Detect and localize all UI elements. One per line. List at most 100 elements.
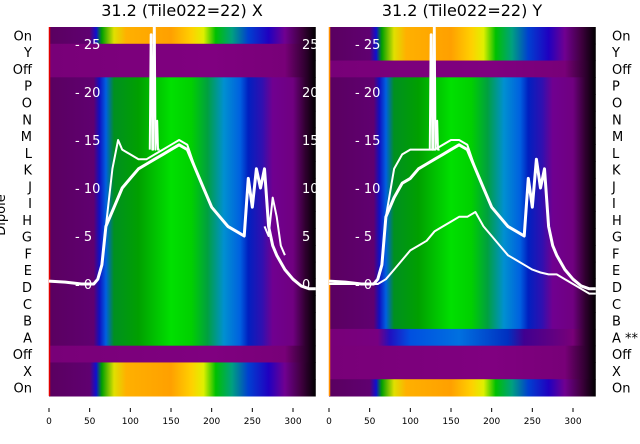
row-label: M xyxy=(21,130,32,145)
overlay-y-tick-label: 20 xyxy=(302,86,319,101)
heatmap-row xyxy=(49,27,316,45)
x-tick-label: 250 xyxy=(524,417,541,427)
row-label: Off xyxy=(612,63,632,78)
heatmap-row xyxy=(329,194,596,212)
row-label: A ** xyxy=(612,331,639,346)
row-label: G xyxy=(22,231,32,246)
row-label: P xyxy=(612,80,620,95)
row-label: On xyxy=(612,29,630,44)
row-label: C xyxy=(23,298,32,313)
row-label: A xyxy=(23,331,32,346)
x-tick-label: 250 xyxy=(244,417,261,427)
heatmap-row xyxy=(329,362,596,380)
heatmap-row xyxy=(329,43,596,62)
heatmap-row xyxy=(329,211,596,229)
heatmap-row xyxy=(49,127,316,145)
heatmap-row xyxy=(49,295,316,313)
panel-title-y: 31.2 (Tile022=22) Y xyxy=(382,1,543,20)
heatmap-row xyxy=(49,43,316,62)
row-label: N xyxy=(22,113,32,128)
overlay-y-tick-label: 10 xyxy=(302,182,319,197)
heatmap-row xyxy=(329,27,596,45)
row-label: E xyxy=(612,264,620,279)
heatmap-row xyxy=(49,328,316,347)
series-line-tail xyxy=(263,196,286,256)
heatmap-row xyxy=(329,295,596,313)
row-label: L xyxy=(612,147,620,162)
row-label: E xyxy=(24,264,32,279)
row-label: B xyxy=(612,315,621,330)
heatmap-row xyxy=(329,228,596,246)
row-label: G xyxy=(612,231,622,246)
row-label: H xyxy=(612,214,622,229)
heatmap-row xyxy=(49,379,316,397)
heatmap-row xyxy=(49,194,316,212)
heatmap-row xyxy=(49,345,316,363)
heatmap-row xyxy=(49,278,316,296)
row-label: M xyxy=(612,130,623,145)
x-tick-label: 200 xyxy=(203,417,220,427)
row-label: X xyxy=(612,365,621,380)
row-label: Y xyxy=(23,46,32,61)
row-label: F xyxy=(612,247,619,262)
row-label: C xyxy=(612,298,621,313)
row-label: H xyxy=(22,214,32,229)
heatmap-row xyxy=(329,328,596,347)
row-label: I xyxy=(612,197,616,212)
overlay-y-tick-label: - 10 xyxy=(75,182,100,197)
x-tick-label: 50 xyxy=(364,417,376,427)
row-label: On xyxy=(612,382,630,397)
heatmap-row xyxy=(329,144,596,162)
heatmap-row xyxy=(329,261,596,280)
row-label: J xyxy=(27,180,32,195)
heatmap-row xyxy=(329,312,596,330)
row-label: O xyxy=(22,96,32,111)
x-tick-label: 200 xyxy=(483,417,500,427)
series-line-upper xyxy=(104,139,197,227)
row-label: N xyxy=(612,113,622,128)
overlay-y-tick-label: 0 xyxy=(302,278,310,293)
row-label: I xyxy=(28,197,32,212)
heatmap-row xyxy=(329,94,596,112)
heatmap-row xyxy=(49,261,316,280)
x-tick-label: 100 xyxy=(122,417,139,427)
x-tick-label: 300 xyxy=(284,417,301,427)
row-label: L xyxy=(25,147,33,162)
row-label: Off xyxy=(13,348,33,363)
heatmap-row xyxy=(329,278,596,296)
row-label: B xyxy=(23,315,32,330)
overlay-y-tick-label: - 15 xyxy=(355,134,380,149)
heatmap-row xyxy=(49,77,316,95)
heatmap-row xyxy=(329,60,596,78)
heatmap-row xyxy=(49,312,316,330)
series-line-spike xyxy=(428,23,440,151)
row-label: O xyxy=(612,96,622,111)
heatmap-row xyxy=(49,60,316,78)
x-tick-label: 0 xyxy=(326,417,332,427)
x-tick-label: 50 xyxy=(84,417,96,427)
overlay-y-tick-label: 25 xyxy=(302,38,319,53)
row-label: K xyxy=(612,164,621,179)
row-label: On xyxy=(14,382,32,397)
overlay-y-tick-label: - 25 xyxy=(75,38,100,53)
row-label: J xyxy=(611,180,616,195)
row-label: Off xyxy=(612,348,632,363)
x-tick-label: 100 xyxy=(402,417,419,427)
heatmap-row xyxy=(49,245,316,263)
heatmap-row xyxy=(49,161,316,179)
overlay-y-tick-label: - 20 xyxy=(355,86,380,101)
heatmap-row xyxy=(329,345,596,363)
row-label: D xyxy=(22,281,32,296)
heatmap-row xyxy=(329,127,596,145)
overlay-y-tick-label: - 10 xyxy=(355,182,380,197)
heatmap-row xyxy=(329,245,596,263)
x-tick-label: 150 xyxy=(442,417,459,427)
row-label: X xyxy=(23,365,32,380)
row-label: Y xyxy=(611,46,620,61)
series-line-lower xyxy=(329,211,596,295)
x-tick-label: 300 xyxy=(564,417,581,427)
heatmap-row xyxy=(49,94,316,112)
row-label: D xyxy=(612,281,622,296)
heatmap-row xyxy=(49,228,316,246)
